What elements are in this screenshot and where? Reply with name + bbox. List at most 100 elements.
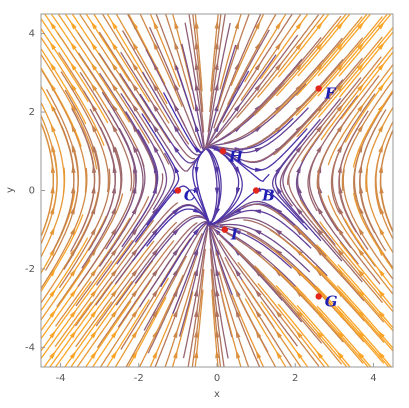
- stream-arrow: [173, 61, 179, 71]
- stream-arrow: [174, 19, 179, 30]
- stream-line: [64, 301, 113, 367]
- stream-arrow: [336, 82, 345, 92]
- stream-arrow: [152, 123, 159, 133]
- stream-arrow: [193, 246, 199, 256]
- stream-arrow: [172, 123, 180, 133]
- stream-line: [230, 14, 265, 87]
- stream-arrow: [336, 350, 344, 359]
- stream-line: [228, 275, 277, 367]
- stream-arrow: [377, 288, 385, 298]
- stream-arrow: [49, 61, 57, 71]
- stream-arrow: [295, 124, 304, 133]
- stream-arrow: [153, 164, 159, 174]
- stream-arrow: [194, 102, 200, 112]
- stream-arrow: [214, 81, 219, 91]
- stream-line: [41, 145, 58, 246]
- stream-arrow: [296, 164, 302, 174]
- stream-arrow: [70, 123, 77, 133]
- stream-arrow: [295, 62, 304, 71]
- stream-arrow: [316, 62, 324, 71]
- stream-arrow: [152, 308, 159, 318]
- stream-arrow: [49, 350, 57, 359]
- stream-arrow: [192, 227, 201, 236]
- stream-arrow: [356, 350, 365, 359]
- stream-arrow: [378, 226, 385, 236]
- stream-arrow: [131, 349, 138, 359]
- stream-arrow: [215, 308, 220, 318]
- stream-arrow: [49, 226, 56, 236]
- stream-line: [240, 14, 302, 101]
- stream-arrow: [131, 329, 138, 339]
- stream-line: [338, 14, 392, 77]
- stream-arrow: [235, 328, 241, 339]
- stream-lines: [41, 14, 393, 367]
- stream-arrow: [71, 163, 76, 173]
- stream-line: [244, 298, 287, 367]
- stream-line: [297, 14, 351, 77]
- stream-arrow: [193, 308, 199, 318]
- stream-arrow: [254, 41, 261, 50]
- stream-line: [231, 294, 265, 367]
- stream-arrow: [90, 226, 97, 236]
- stream-line: [337, 264, 393, 329]
- stream-arrow: [255, 167, 265, 172]
- stream-line: [41, 259, 91, 332]
- stream-arrow: [254, 308, 262, 318]
- stream-arrow: [233, 125, 243, 133]
- stream-arrow: [69, 329, 77, 339]
- x-tick-label: 0: [214, 373, 220, 384]
- stream-line: [84, 300, 132, 367]
- stream-arrow: [69, 350, 77, 359]
- stream-line: [259, 14, 309, 80]
- stream-arrow: [69, 61, 77, 71]
- stream-arrow: [49, 82, 57, 92]
- stream-line: [91, 279, 152, 367]
- stream-line: [337, 305, 393, 367]
- stream-arrow: [254, 147, 264, 153]
- stream-arrow: [110, 268, 118, 277]
- stream-arrow: [49, 41, 57, 50]
- stream-arrow: [90, 267, 98, 277]
- point-label: H: [228, 147, 244, 165]
- stream-arrow: [194, 60, 199, 71]
- point: [219, 148, 227, 155]
- stream-arrow: [336, 247, 344, 256]
- stream-arrow: [377, 350, 385, 359]
- stream-arrow: [377, 62, 385, 71]
- stream-line: [191, 269, 205, 367]
- stream-line: [295, 114, 336, 229]
- stream-arrow: [152, 103, 159, 112]
- stream-arrow: [90, 41, 98, 50]
- stream-arrow: [315, 350, 324, 359]
- stream-arrow: [194, 166, 199, 176]
- stream-arrow: [295, 206, 303, 215]
- stream-arrow: [337, 205, 344, 215]
- stream-arrow: [255, 349, 262, 359]
- stream-arrow: [275, 164, 282, 174]
- stream-arrow: [69, 20, 77, 30]
- stream-arrow: [378, 143, 384, 153]
- stream-arrow: [252, 229, 262, 235]
- stream-arrow: [273, 248, 283, 256]
- stream-line: [43, 301, 92, 367]
- stream-arrow: [255, 329, 262, 339]
- stream-line: [172, 14, 193, 90]
- y-tick-label: 0: [29, 186, 35, 197]
- stream-arrow: [71, 143, 77, 153]
- stream-arrow: [275, 83, 283, 92]
- stream-arrow: [131, 103, 139, 112]
- stream-line: [41, 27, 89, 103]
- stream-arrow: [295, 103, 304, 112]
- stream-arrow: [152, 349, 158, 359]
- stream-arrow: [111, 41, 118, 50]
- stream-arrow: [51, 143, 56, 153]
- stream-line: [41, 47, 87, 125]
- stream-line: [336, 285, 393, 350]
- stream-arrow: [295, 83, 304, 92]
- stream-line: [195, 150, 211, 225]
- stream-arrow: [275, 350, 282, 359]
- stream-line: [317, 14, 372, 77]
- stream-arrow: [70, 226, 76, 236]
- stream-line: [365, 106, 393, 192]
- stream-line: [106, 14, 149, 83]
